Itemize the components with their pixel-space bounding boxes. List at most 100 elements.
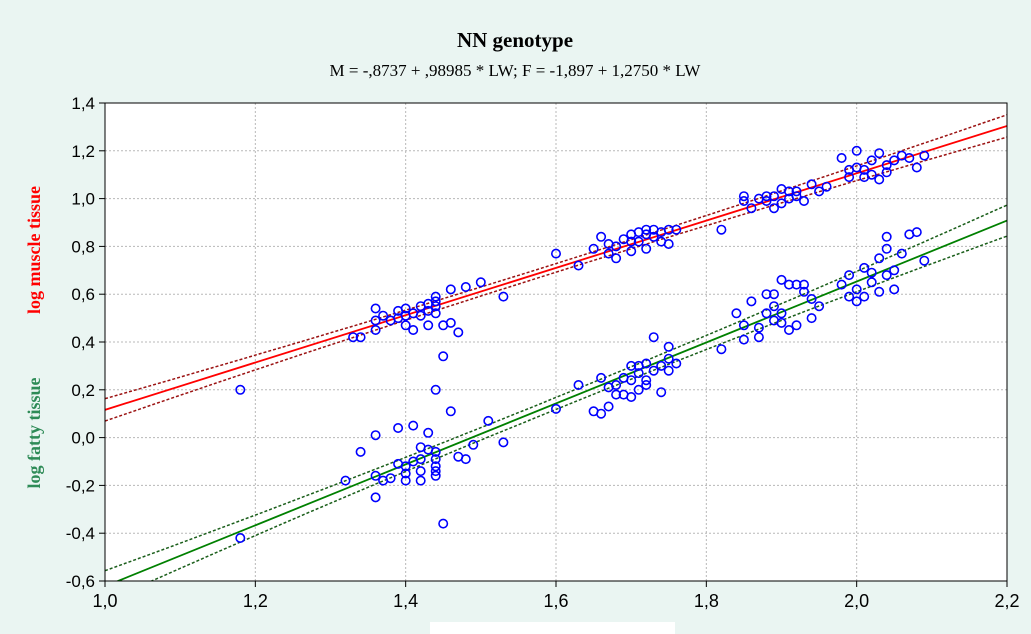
fatty-point (844, 291, 855, 302)
muscle-point (874, 148, 885, 159)
muscle-point (400, 303, 411, 314)
fatty-point (415, 442, 426, 453)
muscle-point (460, 281, 471, 292)
muscle-point (596, 231, 607, 242)
fatty-point (611, 379, 622, 390)
muscle-point (611, 253, 622, 264)
fatty-point (355, 446, 366, 457)
fatty-point (430, 470, 441, 481)
muscle-point (904, 153, 915, 164)
fatty-point (753, 332, 764, 343)
muscle-point (626, 246, 637, 257)
fatty-point (776, 274, 787, 285)
fatty-point (430, 454, 441, 465)
muscle-point (768, 191, 779, 202)
fatty-point (550, 403, 561, 414)
confidence-bands (105, 114, 1007, 581)
chart-subtitle: M = -,8737 + ,98985 * LW; F = -1,897 + 1… (330, 61, 702, 80)
fatty-point (438, 351, 449, 362)
muscle-point (633, 236, 644, 247)
x-tick-label: 2,0 (844, 591, 869, 611)
muscle-point (348, 332, 359, 343)
muscle-point (859, 164, 870, 175)
plot-area (104, 102, 1008, 582)
fatty-point (611, 389, 622, 400)
muscle-point (821, 181, 832, 192)
fatty-point (603, 401, 614, 412)
fatty-point (776, 317, 787, 328)
fatty-point (814, 301, 825, 312)
fatty-point (791, 279, 802, 290)
muscle-point (430, 291, 441, 302)
muscle-point (791, 191, 802, 202)
fatty-point (746, 296, 757, 307)
fatty-point (633, 384, 644, 395)
fatty-point (806, 293, 817, 304)
fatty-point (881, 243, 892, 254)
y-tick-label: -0,2 (66, 476, 95, 495)
fatty-point (738, 320, 749, 331)
x-tick-label: 2,2 (994, 591, 1019, 611)
fatty-point (859, 262, 870, 273)
fatty-point (874, 286, 885, 297)
fatty-point (393, 422, 404, 433)
plot-background (104, 102, 1008, 582)
muscle-point (919, 150, 930, 161)
x-tick-label: 1,8 (694, 591, 719, 611)
fatty-point (430, 461, 441, 472)
fatty-point (656, 360, 667, 371)
muscle-point (716, 224, 727, 235)
y-tick-label: 1,0 (71, 190, 95, 209)
fatty-point (626, 375, 637, 386)
muscle-point (415, 310, 426, 321)
muscle-point (866, 155, 877, 166)
fatty-point (385, 473, 396, 484)
fatty-ci-line (105, 204, 1007, 572)
muscle-regression-line (105, 125, 1007, 411)
muscle-point (408, 324, 419, 335)
fatty-point (663, 353, 674, 364)
muscle-point (798, 196, 809, 207)
fatty-point (596, 372, 607, 383)
fatty-point (633, 368, 644, 379)
muscle-point (370, 303, 381, 314)
fatty-point (370, 470, 381, 481)
fatty-point (445, 406, 456, 417)
fatty-point (483, 415, 494, 426)
muscle-point (573, 260, 584, 271)
fatty-point (866, 277, 877, 288)
muscle-point (550, 248, 561, 259)
muscle-point (671, 224, 682, 235)
fatty-point (791, 320, 802, 331)
fatty-point (753, 322, 764, 333)
fatty-point (806, 313, 817, 324)
fatty-point (408, 420, 419, 431)
muscle-point (889, 155, 900, 166)
muscle-point (498, 291, 509, 302)
muscle-point (738, 196, 749, 207)
fatty-point (415, 475, 426, 486)
fatty-point (460, 454, 471, 465)
y-tick-label: 0,0 (71, 429, 95, 448)
muscle-point (235, 384, 246, 395)
muscle-point (783, 186, 794, 197)
fatty-point (423, 427, 434, 438)
muscle-point (874, 174, 885, 185)
muscle-point (445, 284, 456, 295)
fatty-point (889, 265, 900, 276)
y-tick-label: 1,4 (71, 94, 95, 113)
fatty-point (911, 227, 922, 238)
fatty-point (340, 475, 351, 486)
y-axis-ticks: -0,6 -0,4 -0,2 0,0 0,2 0,4 0,6 0,8 1,0 1,2 1,4 (66, 94, 105, 591)
fatty-point (798, 286, 809, 297)
muscle-ci-line (105, 114, 1007, 400)
y-tick-label: 0,8 (71, 237, 95, 256)
muscle-point (881, 167, 892, 178)
fatty-point (400, 461, 411, 472)
fatty-point (783, 324, 794, 335)
x-tick-label: 1,6 (543, 591, 568, 611)
muscle-point (881, 160, 892, 171)
fatty-point (866, 267, 877, 278)
muscle-point (641, 229, 652, 240)
muscle-point (761, 196, 772, 207)
